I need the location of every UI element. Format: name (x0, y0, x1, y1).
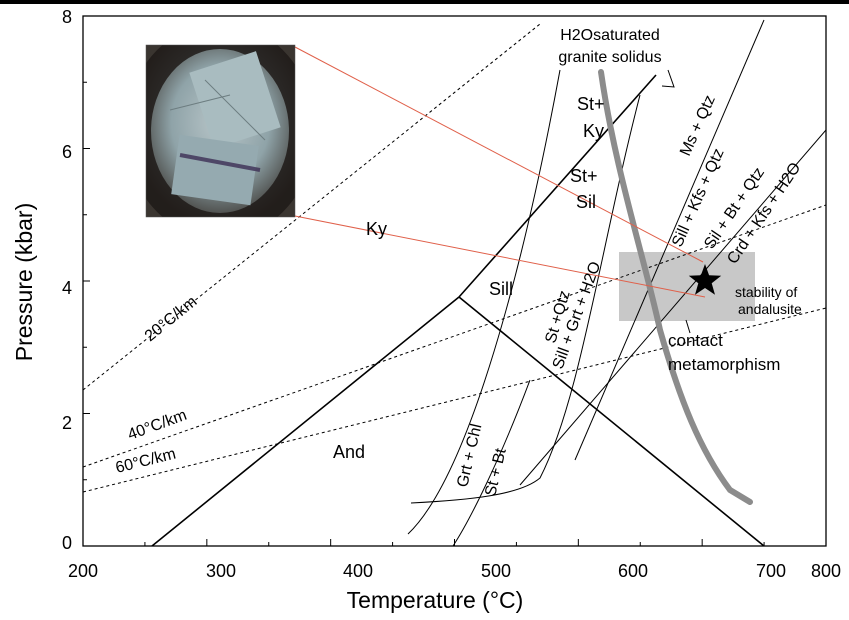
callout-line-top (294, 46, 704, 263)
x-axis-title-prefix: Temperature ( (347, 587, 491, 613)
stability-annotation: stability of andalusite (735, 284, 802, 317)
field-label-st-ky-line1: St+ (577, 94, 605, 114)
y-tick-label: 0 (62, 533, 72, 553)
contact-label-leader (685, 319, 691, 334)
reaction-label-st-bt: St + Bt (482, 446, 510, 498)
aluminosilicate-boundaries (151, 74, 765, 546)
x-tick-label: 500 (481, 561, 511, 581)
ky-sill-boundary (458, 74, 657, 298)
solidus-label-leader (661, 69, 675, 88)
geotherm-60-line (83, 307, 826, 493)
y-tick-label: 8 (62, 7, 72, 27)
and-sill-boundary (458, 296, 765, 546)
stability-label-line1: stability of (735, 284, 797, 300)
geotherm-40-line (83, 204, 826, 468)
reaction-curves (407, 19, 826, 546)
stability-label-line2: andalusite (738, 301, 802, 317)
star-marker (688, 264, 722, 295)
and-ky-boundary (151, 296, 460, 546)
photo-texture (146, 45, 295, 217)
y-tick-labels: 0 2 4 6 8 (62, 7, 72, 553)
contact-label-line1: contact (668, 331, 723, 350)
sill-grt-h2o-curve (410, 94, 641, 504)
geotherm-label-60: 60°C/km (114, 446, 178, 477)
x-axis-title-unit: °C (490, 587, 516, 613)
y-tick-label: 4 (62, 278, 72, 298)
x-tick-marks (82, 539, 827, 546)
geotherm-label-20: 20°C/km (142, 293, 201, 345)
field-label-and: And (333, 442, 365, 462)
y-tick-label: 6 (62, 142, 72, 162)
field-label-sill: Sill (489, 279, 513, 299)
x-tick-label: 600 (618, 561, 648, 581)
callout-line-bottom (294, 215, 706, 298)
x-tick-label: 700 (756, 561, 786, 581)
sil-bt-qtz-curve (519, 129, 826, 486)
x-tick-labels: 200 300 400 500 600 700 800 (68, 561, 841, 581)
geotherm-label-40: 40°C/km (126, 407, 190, 444)
plot-content (83, 19, 826, 546)
st-bt-curve (452, 379, 531, 546)
field-label-st-sil-line1: St+ (570, 166, 598, 186)
field-label-st-sil-line2: Sil (576, 192, 596, 212)
phase-field-labels: Ky Sill And St+ Ky St+ Sil (333, 94, 605, 462)
top-rule (0, 0, 849, 4)
contact-annotation: contact metamorphism (668, 331, 780, 374)
x-tick-label: 200 (68, 561, 98, 581)
x-axis-title-suffix: ) (516, 587, 524, 613)
y-tick-marks (83, 15, 90, 547)
solidus-label-line2: granite solidus (558, 49, 661, 66)
granite-solidus-curve (598, 69, 753, 505)
grt-chl-curve (407, 69, 561, 535)
solidus-label: H2Osaturated granite solidus (558, 27, 661, 66)
geotherm-20-line (83, 23, 541, 391)
x-tick-label: 800 (811, 561, 841, 581)
photo-callout-lines (294, 46, 706, 298)
y-axis-title: Pressure (kbar) (11, 203, 37, 361)
x-tick-label: 400 (343, 561, 373, 581)
solidus-label-line1: H2Osaturated (560, 27, 660, 44)
reaction-label-grt-chl: Grt + Chl (454, 422, 485, 489)
geotherm-labels: 20°C/km 40°C/km 60°C/km (114, 293, 200, 477)
y-tick-label: 2 (62, 413, 72, 433)
x-tick-label: 300 (206, 561, 236, 581)
thin-section-photo (145, 44, 296, 218)
x-axis-title: Temperature (°C) (347, 587, 524, 613)
field-label-st-ky-line2: Ky (583, 121, 604, 141)
contact-label-line2: metamorphism (668, 355, 780, 374)
geotherms (83, 23, 826, 493)
field-label-ky: Ky (366, 219, 387, 239)
ms-qtz-curve (574, 19, 765, 461)
